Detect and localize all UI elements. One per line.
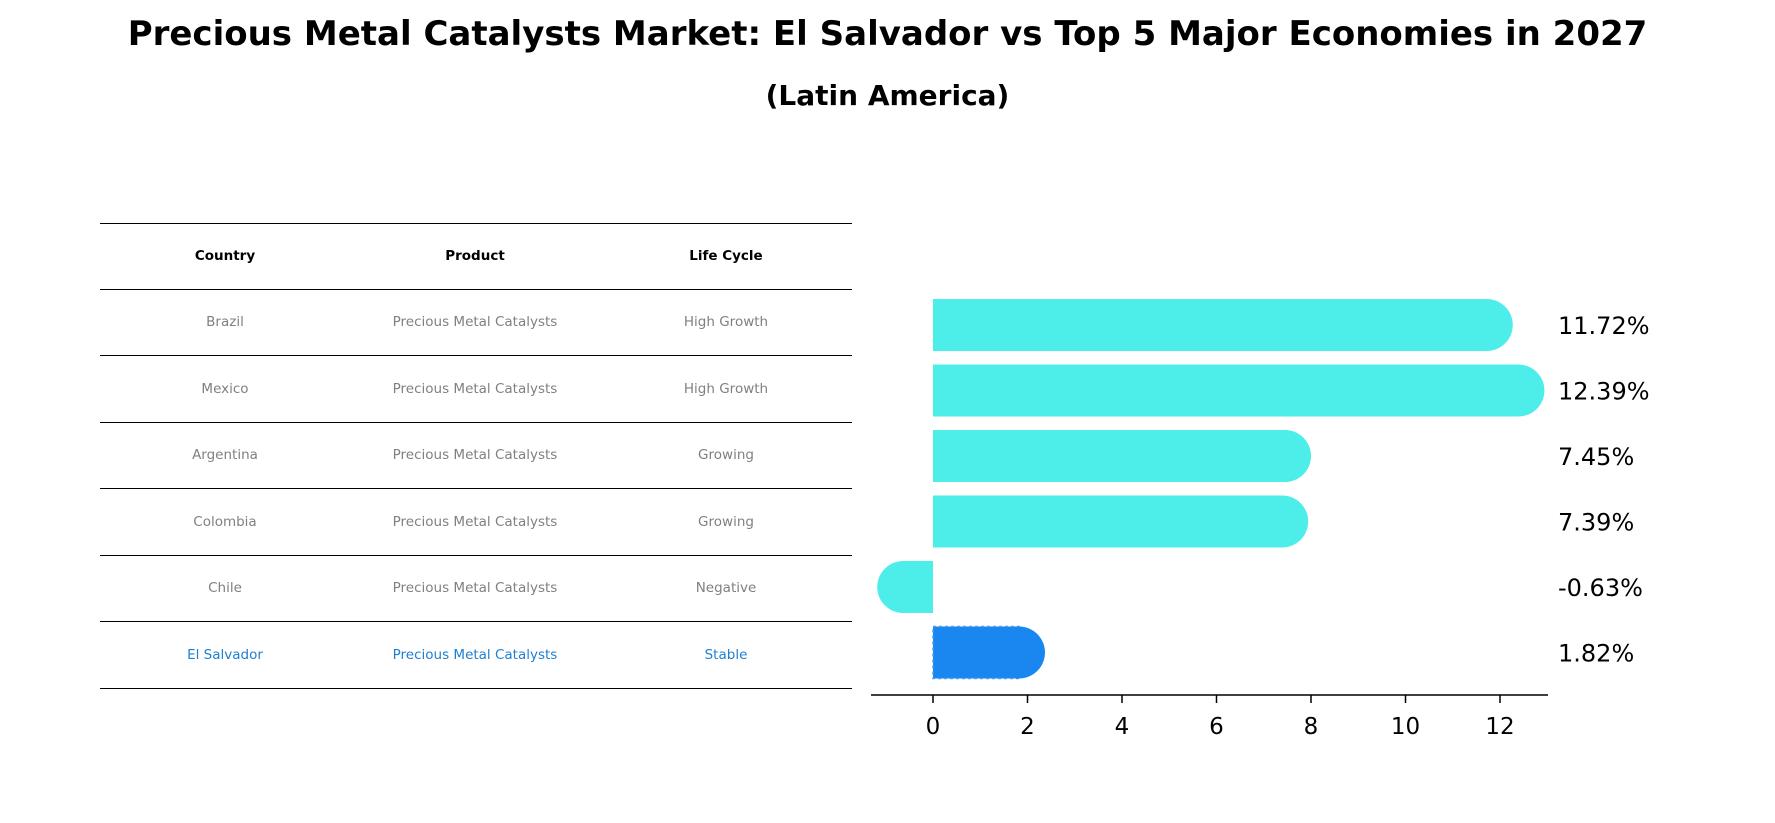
bar-cap [877,561,930,613]
cell-product: Precious Metal Catalysts [392,646,558,663]
header-country: Country [194,248,256,265]
table-row: Brazil Precious Metal Catalysts High Gro… [100,290,852,356]
cell-product: Precious Metal Catalysts [392,513,558,530]
bar-cap [1492,364,1545,417]
cell-country: Colombia [193,513,257,530]
cell-country: Argentina [192,447,258,464]
table-row: Chile Precious Metal Catalysts Negative [100,556,852,622]
cell-life-cycle: Growing [698,513,754,530]
cell-life-cycle: Growing [698,447,754,464]
x-tick-label: 0 [926,714,941,740]
cell-product: Precious Metal Catalysts [392,380,558,397]
table-row-highlight: El Salvador Precious Metal Catalysts Sta… [100,622,852,689]
bar-argentina [933,430,1312,482]
x-tick-label: 6 [1209,714,1224,740]
value-label: 7.45% [1558,443,1634,471]
value-label: 12.39% [1558,378,1650,406]
x-tick-label: 2 [1020,714,1035,740]
cell-country: El Salvador [187,646,263,663]
country-table: Country Product Life Cycle Brazil Precio… [100,223,852,689]
bar-colombia [933,495,1309,548]
cell-life-cycle: High Growth [683,314,769,331]
x-tick-label: 12 [1485,714,1514,740]
bar-mexico [933,364,1545,417]
bar-body [933,495,1283,548]
value-label: 1.82% [1558,640,1634,668]
bar-body [933,299,1487,351]
cell-product: Precious Metal Catalysts [392,447,558,464]
x-tick-label: 8 [1304,714,1319,740]
bar-body [933,364,1519,417]
table-row: Mexico Precious Metal Catalysts High Gro… [100,356,852,423]
table-row: Colombia Precious Metal Catalysts Growin… [100,489,852,556]
table-header-row: Country Product Life Cycle [100,223,852,290]
x-tick-label: 4 [1115,714,1130,740]
cell-country: Brazil [206,314,244,331]
chart-subtitle: (Latin America) [765,79,1010,112]
cell-country: Mexico [201,380,249,397]
cell-life-cycle: Stable [704,646,748,663]
bar-cap [1259,430,1312,482]
bar-cap [1256,495,1309,548]
bar-brazil [933,299,1513,351]
chart-title: Precious Metal Catalysts Market: El Salv… [127,14,1648,54]
table-row: Argentina Precious Metal Catalysts Growi… [100,423,852,489]
header-product: Product [445,248,505,265]
cell-product: Precious Metal Catalysts [392,314,558,331]
bar-cap [1460,299,1513,351]
x-tick-label: 10 [1391,714,1420,740]
header-life-cycle: Life Cycle [689,248,763,265]
cell-life-cycle: Negative [695,580,757,597]
cell-product: Precious Metal Catalysts [392,580,558,597]
cell-life-cycle: High Growth [683,380,769,397]
bar-cap [992,626,1045,679]
bar-el-salvador [932,625,1045,680]
value-label: -0.63% [1558,574,1643,602]
value-label: 11.72% [1558,312,1650,340]
cell-country: Chile [208,580,242,597]
bar-body [933,430,1286,482]
bar-chile [877,561,933,613]
value-label: 7.39% [1558,509,1634,537]
